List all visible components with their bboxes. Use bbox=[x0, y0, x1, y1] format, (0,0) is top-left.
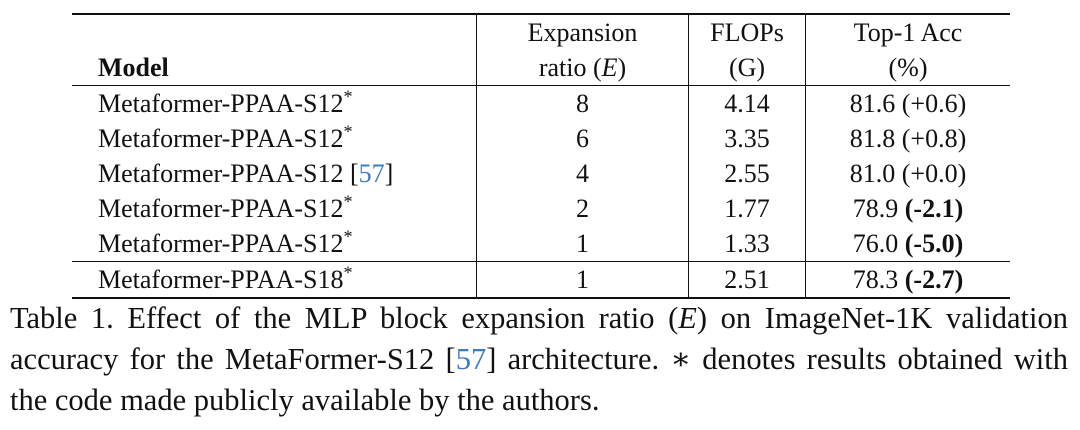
text-segment: Metaformer-PPAA-S12 bbox=[98, 124, 344, 153]
text-segment: 81.0 (+0.0) bbox=[849, 159, 967, 188]
text-segment: 6 bbox=[576, 124, 589, 153]
text-segment: (-2.1) bbox=[904, 194, 964, 223]
text-segment: (%) bbox=[888, 53, 928, 82]
header-cell: Top-1 Acc (%) bbox=[805, 14, 1010, 86]
table-cell: 4 bbox=[476, 156, 689, 191]
results-table: Model Expansion ratio (E) FLOPs (G) Top-1 Acc… bbox=[72, 13, 1010, 299]
text-segment: 1 bbox=[576, 229, 589, 258]
text-segment: Metaformer-PPAA-S12 bbox=[98, 229, 344, 258]
table-row: Metaformer-PPAA-S12* 2 1.77 78.9 (-2.1) bbox=[72, 191, 1010, 226]
table-row: Metaformer-PPAA-S12* 8 4.14 81.6 (+0.6) bbox=[72, 85, 1010, 122]
text-segment: FLOPs bbox=[710, 18, 784, 47]
text-segment: 1 bbox=[576, 265, 589, 294]
text-segment: 1.77 bbox=[724, 194, 770, 223]
text-segment: 3.35 bbox=[724, 124, 770, 153]
table-cell: Metaformer-PPAA-S12 [57] bbox=[72, 156, 477, 191]
text-segment: (G) bbox=[728, 53, 766, 82]
table-cell: 1 bbox=[476, 226, 689, 262]
text-segment: ratio ( bbox=[538, 53, 602, 82]
text-segment: * bbox=[343, 226, 353, 247]
table-cell: Metaformer-PPAA-S12* bbox=[72, 226, 477, 262]
text-segment: ) bbox=[617, 53, 627, 82]
table-cell: 4.14 bbox=[688, 85, 806, 121]
text-segment: ) on ImageNet-1K validation accuracy for… bbox=[10, 301, 1068, 376]
text-segment: Top-1 Acc bbox=[853, 18, 963, 47]
table-cell: 2 bbox=[476, 191, 689, 226]
table-row: Metaformer-PPAA-S12 [57] 4 2.55 81.0 (+0.0) bbox=[72, 156, 1010, 191]
text-segment: 81.8 (+0.8) bbox=[849, 124, 967, 153]
text-segment: * bbox=[343, 86, 353, 107]
text-segment: 76.0 bbox=[852, 229, 905, 258]
table-cell: Metaformer-PPAA-S12* bbox=[72, 191, 477, 226]
table-cell: 3.35 bbox=[688, 121, 806, 156]
text-segment: E bbox=[678, 301, 697, 335]
table-header: Model Expansion ratio (E) FLOPs (G) Top-1 Acc… bbox=[72, 14, 1010, 86]
table-cell: Metaformer-PPAA-S18* bbox=[72, 262, 477, 299]
text-segment: 4.14 bbox=[724, 89, 770, 118]
text-segment: 2.55 bbox=[724, 159, 770, 188]
text-segment: (-5.0) bbox=[904, 229, 964, 258]
citation-link[interactable]: 57 bbox=[455, 342, 487, 376]
table-cell: Metaformer-PPAA-S12* bbox=[72, 86, 477, 122]
text-segment: Metaformer-PPAA-S12 bbox=[98, 194, 344, 223]
text-segment: * bbox=[343, 191, 353, 212]
text-segment: Metaformer-PPAA-S12 bbox=[98, 89, 344, 118]
text-segment: 78.9 bbox=[852, 194, 905, 223]
table-cell: 2.55 bbox=[688, 156, 806, 191]
text-segment: ] bbox=[384, 159, 394, 188]
text-segment: Model bbox=[98, 53, 169, 82]
table-row: Metaformer-PPAA-S18* 1 2.51 78.3 (-2.7) bbox=[72, 261, 1010, 299]
text-segment: Table 1. Effect of the MLP block expansi… bbox=[10, 301, 679, 335]
text-segment: 81.6 (+0.6) bbox=[849, 89, 967, 118]
table-cell: 2.51 bbox=[688, 261, 806, 298]
text-segment: 1.33 bbox=[724, 229, 770, 258]
text-segment: 78.3 bbox=[852, 265, 905, 294]
text-segment: 8 bbox=[576, 89, 589, 118]
table-cell: 81.6 (+0.6) bbox=[805, 85, 1010, 121]
table-body: Metaformer-PPAA-S12* 8 4.14 81.6 (+0.6) Meta… bbox=[72, 85, 1010, 299]
table-row: Metaformer-PPAA-S12* 6 3.35 81.8 (+0.8) bbox=[72, 121, 1010, 156]
text-segment: 4 bbox=[576, 159, 589, 188]
caption: Table 1. Effect of the MLP block expansi… bbox=[10, 298, 1068, 421]
header-cell: Model bbox=[72, 14, 477, 86]
header-cell: FLOPs (G) bbox=[688, 14, 806, 86]
table-cell: 81.8 (+0.8) bbox=[805, 121, 1010, 156]
table-cell: 1.33 bbox=[688, 226, 806, 262]
table-cell: 1.77 bbox=[688, 191, 806, 226]
text-segment: Expansion bbox=[527, 18, 638, 47]
table-cell: Metaformer-PPAA-S12* bbox=[72, 121, 477, 156]
text-segment: ] architecture. ∗ denotes results obtain… bbox=[10, 342, 1068, 417]
text-segment: 2 bbox=[576, 194, 589, 223]
text-segment: Metaformer-PPAA-S12 [ bbox=[98, 159, 359, 188]
header-cell: Expansion ratio (E) bbox=[476, 14, 689, 86]
table-cell: 6 bbox=[476, 121, 689, 156]
table-cell: 81.0 (+0.0) bbox=[805, 156, 1010, 191]
text-segment: E bbox=[601, 53, 618, 82]
table-cell: 78.3 (-2.7) bbox=[805, 261, 1010, 298]
text-segment: 2.51 bbox=[724, 265, 770, 294]
text-segment: (-2.7) bbox=[904, 265, 964, 294]
table-row: Metaformer-PPAA-S12* 1 1.33 76.0 (-5.0) bbox=[72, 226, 1010, 262]
citation-link[interactable]: 57 bbox=[358, 159, 385, 188]
header-row: Model Expansion ratio (E) FLOPs (G) Top-1 Acc… bbox=[72, 14, 1010, 86]
table-cell: 78.9 (-2.1) bbox=[805, 191, 1010, 226]
table-cell: 1 bbox=[476, 261, 689, 298]
text-segment: Metaformer-PPAA-S18 bbox=[98, 265, 344, 294]
text-segment: * bbox=[343, 262, 353, 283]
table-cell: 76.0 (-5.0) bbox=[805, 226, 1010, 262]
text-segment: * bbox=[343, 121, 353, 142]
table-cell: 8 bbox=[476, 85, 689, 121]
